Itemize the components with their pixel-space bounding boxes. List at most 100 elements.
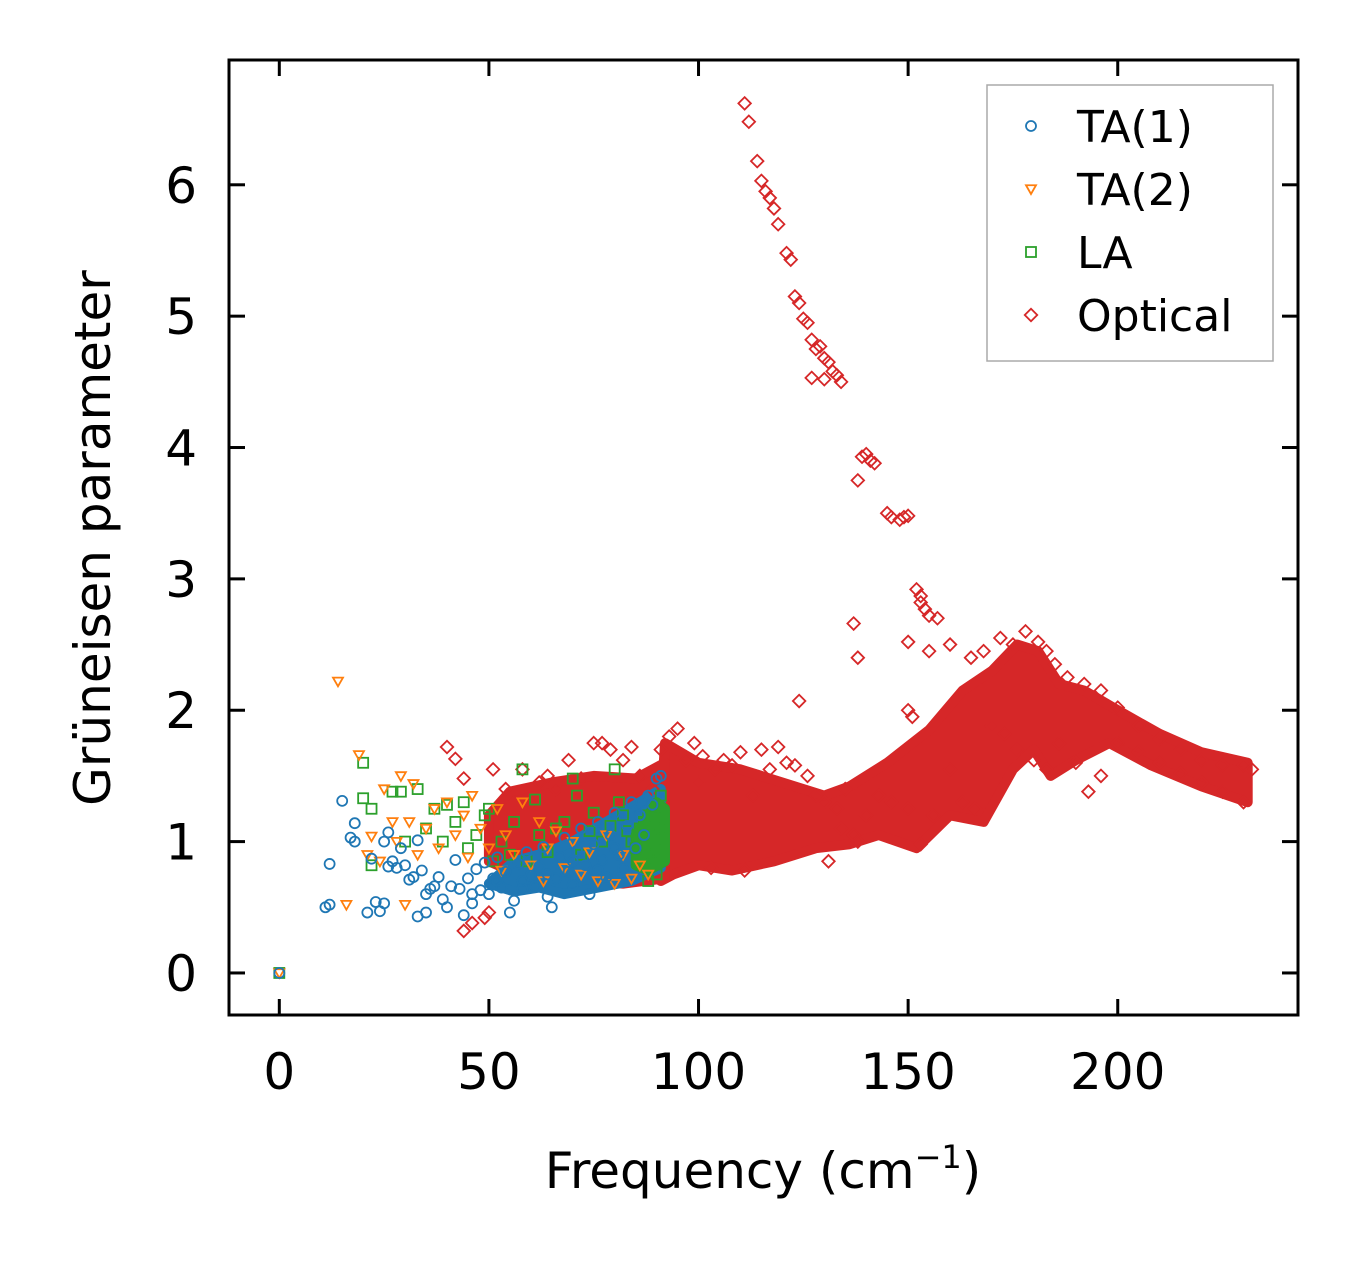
legend-label-ta1: TA(1) xyxy=(1076,102,1193,153)
point-ta2 xyxy=(574,869,588,882)
point-ta1 xyxy=(545,901,558,914)
point-optical xyxy=(804,370,820,386)
point-optical xyxy=(1194,774,1210,791)
point-ta1 xyxy=(646,798,659,811)
point-la xyxy=(646,829,659,841)
point-ta1 xyxy=(608,806,621,819)
point-optical xyxy=(854,449,870,465)
point-la xyxy=(654,789,667,802)
point-ta2 xyxy=(427,804,441,816)
x-tick-label: 50 xyxy=(457,1043,521,1101)
point-optical xyxy=(661,728,677,745)
point-ta2 xyxy=(339,900,353,912)
point-optical xyxy=(816,794,832,810)
point-optical xyxy=(883,509,899,525)
point-ta1 xyxy=(537,840,550,853)
x-tick-label: 100 xyxy=(651,1043,746,1101)
point-ta2 xyxy=(390,836,404,849)
point-optical xyxy=(1076,676,1092,692)
point-optical xyxy=(749,153,765,169)
point-ta2 xyxy=(352,750,366,762)
point-ta1 xyxy=(529,880,541,893)
point-optical xyxy=(858,807,874,823)
point-ta1 xyxy=(499,865,512,878)
point-optical xyxy=(548,781,564,797)
point-ta1 xyxy=(273,967,286,979)
point-ta1 xyxy=(428,880,441,893)
point-ta2 xyxy=(591,876,605,888)
point-la xyxy=(533,829,546,841)
point-ta1 xyxy=(579,859,592,872)
point-optical xyxy=(812,338,828,354)
point-optical xyxy=(904,709,920,725)
point-optical xyxy=(762,190,778,206)
point-la xyxy=(357,792,370,805)
point-optical xyxy=(531,774,547,791)
point-optical xyxy=(862,453,878,469)
y-tick-label: 1 xyxy=(165,814,197,872)
point-ta2 xyxy=(411,850,425,862)
point-ta1 xyxy=(533,860,546,873)
point-ta1 xyxy=(348,817,361,830)
point-optical xyxy=(1131,718,1147,734)
point-ta2 xyxy=(624,873,638,886)
point-optical xyxy=(791,295,807,311)
point-ta1 xyxy=(541,868,554,881)
point-ta2 xyxy=(566,836,580,849)
x-axis-label: Frequency (cm−1) xyxy=(545,1138,982,1200)
point-ta1 xyxy=(323,898,336,911)
point-optical xyxy=(900,801,916,817)
point-la xyxy=(612,796,625,809)
point-ta2 xyxy=(465,790,479,803)
point-ta1 xyxy=(420,906,432,919)
point-optical xyxy=(477,910,493,926)
point-la xyxy=(642,809,655,822)
point-ta2 xyxy=(490,804,504,816)
point-ta1 xyxy=(562,865,575,878)
point-optical xyxy=(1068,755,1084,771)
point-la xyxy=(566,772,579,785)
point-optical xyxy=(955,794,971,810)
point-optical xyxy=(779,245,795,261)
point-la xyxy=(449,815,462,828)
point-ta1 xyxy=(508,894,520,907)
y-tick-label: 3 xyxy=(165,551,197,609)
point-ta1 xyxy=(445,880,458,893)
point-la xyxy=(596,835,609,848)
point-optical xyxy=(1005,637,1021,653)
point-optical xyxy=(1244,761,1260,777)
point-optical xyxy=(925,807,941,823)
point-ta1 xyxy=(449,854,462,866)
point-optical xyxy=(498,781,514,797)
point-ta2 xyxy=(641,869,655,882)
point-optical xyxy=(820,853,837,869)
point-optical xyxy=(594,735,610,751)
point-la xyxy=(441,798,453,811)
point-ta2 xyxy=(608,878,622,891)
point-ta1 xyxy=(348,835,361,848)
legend-marker-ta2 xyxy=(1024,184,1038,196)
point-ta1 xyxy=(575,822,588,835)
point-optical xyxy=(858,446,874,462)
point-optical xyxy=(900,702,916,718)
point-optical xyxy=(1093,683,1109,699)
point-optical xyxy=(779,755,795,771)
point-optical xyxy=(921,608,937,624)
point-optical xyxy=(540,768,556,784)
point-optical xyxy=(829,367,845,383)
point-ta2 xyxy=(499,830,513,842)
point-ta2 xyxy=(507,850,521,862)
y-tick-label: 2 xyxy=(165,682,197,740)
point-ta1 xyxy=(382,826,395,839)
point-optical xyxy=(745,788,761,804)
point-optical xyxy=(783,252,799,268)
point-optical xyxy=(921,643,937,659)
axis-ticks xyxy=(229,60,1298,1015)
point-la xyxy=(571,789,583,802)
point-la xyxy=(394,785,407,798)
point-optical xyxy=(1173,742,1189,758)
point-ta2 xyxy=(406,779,421,791)
point-optical xyxy=(690,774,707,791)
point-optical xyxy=(942,637,958,653)
point-optical xyxy=(1194,752,1210,768)
